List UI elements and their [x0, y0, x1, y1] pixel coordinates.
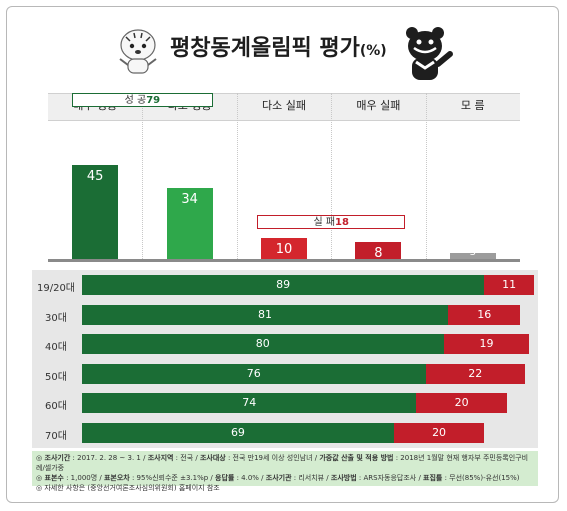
group-value: 18 [335, 217, 349, 229]
column-divider [331, 93, 333, 259]
age-group-label: 70대 [45, 430, 67, 442]
stacked-bar-segment: 76 [82, 363, 426, 384]
page-title: 평창동계올림픽 평가(%) [170, 30, 420, 64]
group-total-box: 성 공79 [72, 93, 213, 108]
stacked-bar-segment: 19 [443, 334, 530, 354]
footnote-label: 표집틀 [423, 474, 443, 482]
black-bear-mascot-icon [406, 27, 453, 80]
footnote-label: 조사대상 [199, 454, 226, 462]
bar-value-label: 34 [181, 191, 198, 207]
footnote-text: : 2017. 2. 28 ~ 3. 1 / [70, 454, 148, 462]
footnote-line-2: ◎ 표본수 : 1,000명 / 표본오차 : 95%신뢰수준 ±3.1%p /… [36, 473, 534, 483]
age-group-label: 19/20대 [36, 283, 76, 294]
age-group-label: 60대 [45, 401, 67, 412]
bar [355, 242, 402, 259]
title-text: 평창동계올림픽 평가 [170, 36, 360, 61]
age-group-label: 40대 [45, 342, 67, 353]
age-group-label: 50대 [45, 371, 67, 383]
footnote-label: ◎ 표본수 [36, 474, 64, 482]
age-group-chart: 19/20대 89 11 30대 81 16 40대 80 19 50대 76 22 60대 74 20 70… [32, 270, 538, 448]
footnote-text: : 2018년 1월말 현재 행자부 주민등록인구비례/셀가중 [36, 454, 529, 472]
footnote-label: 응답률 [215, 474, 235, 482]
group-total-box: 실 패18 [257, 215, 406, 230]
bar [72, 164, 119, 259]
stacked-bar-segment: 20 [416, 393, 507, 413]
footnote-line-1: ◎ 조사기간 : 2017. 2. 28 ~ 3. 1 / 조사지역 : 전국 … [36, 453, 534, 473]
bar-value-label: 10 [275, 242, 293, 257]
title-unit: (%) [359, 43, 387, 59]
bar-value-label: 3 [469, 246, 476, 258]
chart-baseline [48, 259, 520, 262]
footnote-label: 가중값 산출 및 적용 방법 [319, 454, 394, 462]
stacked-bar-segment: 11 [484, 275, 534, 295]
group-value: 79 [146, 95, 161, 107]
bar [449, 252, 496, 259]
footnote-text: : 1,000명 / [63, 474, 104, 482]
white-tiger-mascot-icon [119, 29, 157, 74]
column-header: 모 름 [460, 99, 485, 112]
footnote-label: ◎ 조사기간 [36, 454, 71, 462]
footnote-text: : 리서치뷰 / [291, 474, 331, 482]
column-divider [425, 93, 427, 259]
bar [166, 187, 213, 259]
stacked-bar-segment: 69 [82, 422, 394, 443]
stacked-bar-segment: 22 [425, 363, 525, 384]
column-header: 매우 실패 [356, 99, 401, 112]
footnote-text: : 95%신뢰수준 ±3.1%p / [129, 474, 216, 482]
footnote-label: 표본오차 [103, 474, 130, 482]
footnote-text: : 전국 / [173, 454, 200, 462]
stacked-bar-segment: 20 [393, 422, 485, 443]
group-label: 성 공 [124, 95, 147, 107]
footnote-label: 조사방법 [330, 474, 357, 482]
survey-footnote: ◎ 조사기간 : 2017. 2. 28 ~ 3. 1 / 조사지역 : 전국 … [32, 451, 538, 492]
stacked-bar-segment: 16 [448, 304, 521, 325]
stacked-bar-segment: 89 [82, 275, 485, 295]
stacked-bar-segment: 81 [82, 304, 449, 325]
stacked-bar-segment: 80 [82, 334, 444, 354]
bar-value-label: 45 [86, 168, 104, 184]
footnote-line-3: ◎ 자세한 사항은 (중앙선거여론조사심의위원회) 홈페이지 참조 [36, 484, 220, 492]
column-divider [236, 93, 238, 259]
bar-value-label: 8 [374, 246, 383, 262]
footnote-text: : 전국 만19세 이상 성인남녀 / [225, 454, 320, 462]
footnote-text: : 무선(85%)-유선(15%) [442, 474, 520, 482]
footnote-label: 조사지역 [147, 454, 174, 462]
age-group-label: 30대 [45, 312, 67, 324]
footnote-label: 조사기관 [265, 474, 292, 482]
bar [261, 238, 307, 259]
column-divider [142, 93, 144, 259]
group-label: 실 패 [313, 217, 336, 229]
footnote-text: : 4.0% / [234, 474, 266, 482]
column-header: 다소 실패 [262, 99, 306, 112]
stacked-bar-segment: 74 [82, 393, 417, 413]
footnote-text: : ARS자동응답조사 / [356, 474, 424, 482]
